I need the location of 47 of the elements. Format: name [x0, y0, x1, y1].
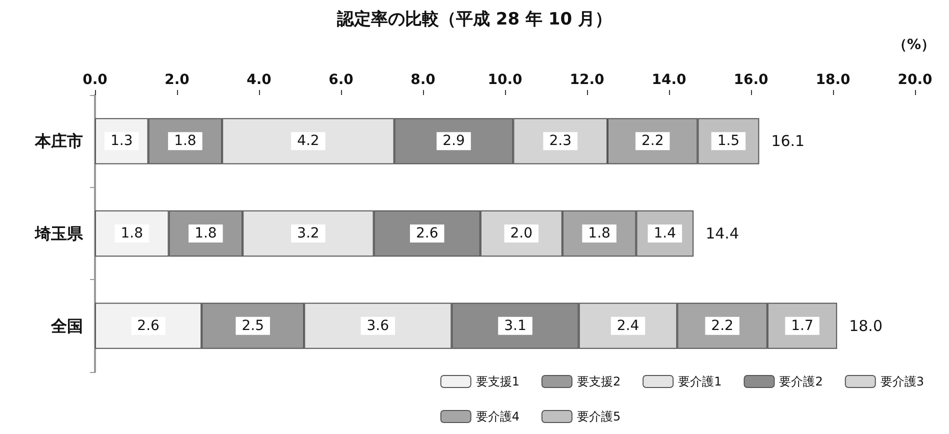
data-label: 1.8: [194, 226, 217, 242]
chart-title: 認定率の比較（平成 28 年 10 月）: [336, 10, 612, 30]
data-label: 2.2: [711, 318, 734, 334]
data-label: 1.4: [654, 226, 676, 242]
data-label: 2.4: [616, 318, 640, 334]
x-tick-label: 14.0: [652, 72, 687, 88]
legend-label: 要介護3: [880, 374, 924, 388]
x-tick-label: 2.0: [164, 72, 190, 88]
data-label: 3.6: [366, 318, 390, 334]
x-tick-label: 6.0: [328, 72, 354, 88]
x-tick-label: 4.0: [246, 72, 272, 88]
data-label: 2.9: [442, 133, 465, 150]
legend-label: 要支援2: [576, 374, 621, 388]
y-tick-label: 埼玉県: [34, 224, 84, 243]
x-tick-label: 10.0: [488, 72, 523, 88]
data-label: 2.5: [242, 318, 264, 334]
data-label: 2.6: [137, 318, 160, 334]
total-label: 14.4: [706, 224, 740, 242]
data-label: 1.3: [110, 133, 133, 150]
total-label: 18.0: [849, 316, 883, 335]
y-tick-label: 本庄市: [34, 132, 83, 151]
x-tick-label: 0.0: [82, 72, 108, 88]
data-label: 2.3: [549, 133, 572, 150]
y-tick-label: 全国: [50, 316, 83, 336]
data-label: 4.2: [297, 133, 320, 150]
legend-label: 要介護5: [576, 410, 621, 424]
x-tick-label: 16.0: [734, 72, 769, 88]
legend-label: 要介護1: [678, 374, 722, 388]
data-label: 3.2: [297, 226, 320, 242]
legend-label: 要介護4: [476, 410, 520, 424]
data-label: 1.8: [588, 226, 610, 242]
x-tick-label: 20.0: [898, 72, 933, 88]
x-tick-label: 8.0: [410, 72, 436, 88]
data-label: 2.0: [510, 226, 533, 242]
total-label: 16.1: [771, 132, 805, 150]
data-label: 1.8: [120, 226, 144, 242]
data-label: 2.2: [641, 133, 664, 150]
data-label: 1.7: [791, 318, 814, 334]
x-tick-label: 18.0: [816, 72, 851, 88]
legend-label: 要介護2: [779, 374, 823, 388]
data-label: 1.8: [174, 133, 196, 150]
legend-label: 要支援1: [476, 374, 520, 388]
data-label: 2.6: [416, 226, 438, 242]
x-axis-title: （%）: [892, 37, 936, 53]
data-label: 1.5: [717, 133, 740, 150]
x-tick-label: 12.0: [570, 72, 605, 88]
data-label: 3.1: [504, 318, 526, 334]
